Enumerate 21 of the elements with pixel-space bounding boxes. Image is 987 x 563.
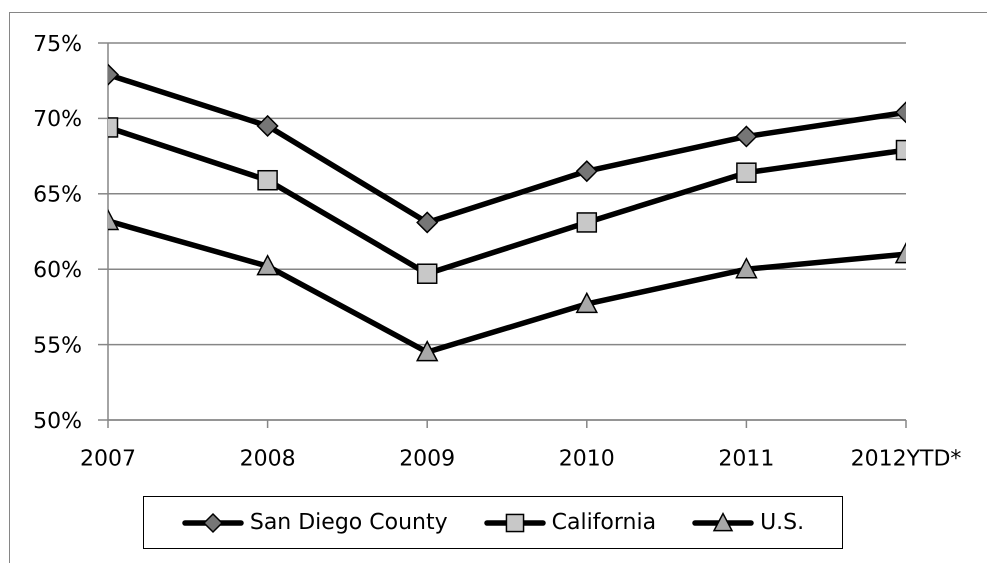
x-tick-label: 2007 <box>80 446 136 472</box>
x-tick-label: 2011 <box>718 446 774 472</box>
x-tick-label: 2010 <box>558 446 615 472</box>
point <box>416 263 438 284</box>
legend-label: California <box>552 510 656 535</box>
y-tick-label: 50% <box>33 408 82 434</box>
x-tick-label: 2012YTD* <box>850 446 962 472</box>
y-tick-label: 60% <box>33 258 82 284</box>
point <box>576 212 598 233</box>
point <box>576 292 598 314</box>
y-tick-label: 65% <box>33 182 82 208</box>
y-tick-label: 55% <box>33 333 82 358</box>
point <box>416 212 438 234</box>
point <box>576 160 598 182</box>
legend-label: U.S. <box>760 510 804 535</box>
point <box>416 340 438 362</box>
x-tick-label: 2009 <box>399 446 456 472</box>
y-tick-label: 70% <box>33 107 82 132</box>
legend-label: San Diego County <box>250 510 448 535</box>
y-tick-label: 75% <box>33 32 82 57</box>
x-tick-label: 2008 <box>240 446 296 472</box>
